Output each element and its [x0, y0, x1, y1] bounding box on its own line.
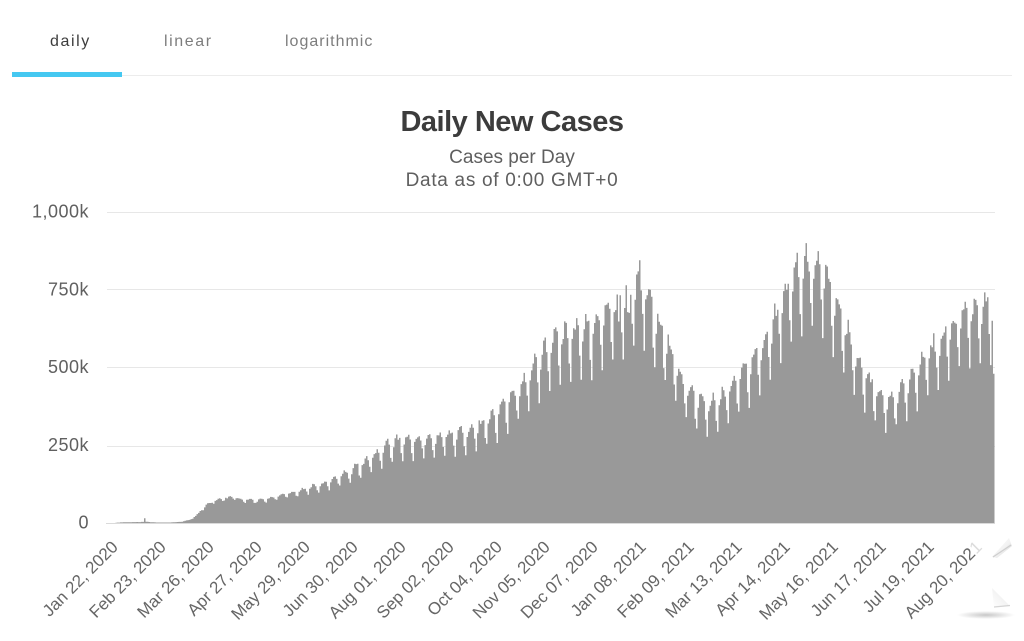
svg-text:0: 0: [78, 513, 89, 533]
svg-text:500k: 500k: [48, 357, 90, 377]
svg-text:1,000k: 1,000k: [32, 202, 90, 222]
svg-text:750k: 750k: [48, 279, 90, 299]
svg-text:250k: 250k: [48, 435, 90, 455]
